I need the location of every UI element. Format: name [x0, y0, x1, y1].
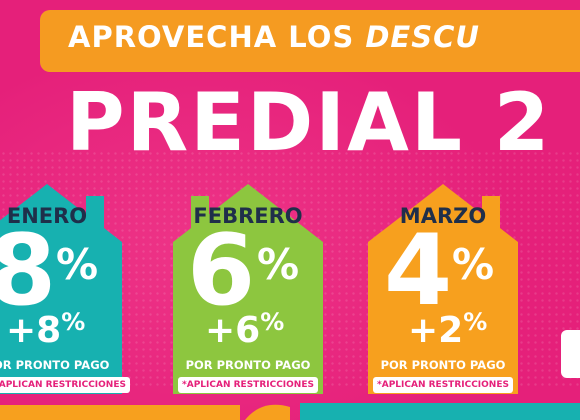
- discount-value: 4: [384, 214, 453, 328]
- banner-subtitle: APROVECHA LOS DESCU: [68, 20, 480, 54]
- banner-subtitle-text: APROVECHA LOS: [68, 20, 366, 54]
- house-card-febrero: FEBRERO 6 % +6% POR PRONTO PAGO *APLICAN…: [173, 182, 323, 394]
- discount-value: 6: [187, 214, 256, 328]
- discount-percent: %: [452, 240, 495, 289]
- month-label: ENERO: [6, 204, 88, 228]
- month-label: FEBRERO: [193, 204, 303, 228]
- extra-discount-value: +8: [6, 310, 62, 351]
- pronto-pago-label: POR PRONTO PAGO: [185, 358, 311, 372]
- house-shape-febrero: [173, 184, 323, 394]
- extra-discount-percent: %: [61, 308, 86, 336]
- banner-subtitle-emphasis: DESCU: [365, 20, 480, 54]
- discount-percent: %: [56, 240, 99, 289]
- extra-discount-percent: %: [463, 308, 488, 336]
- side-white-box: [561, 330, 580, 378]
- house-shape-enero: [0, 184, 122, 394]
- extra-discount-value: +2: [408, 310, 464, 351]
- month-label: MARZO: [399, 204, 487, 228]
- restrictions-badge: *APLICAN RESTRICCIONES: [0, 377, 130, 393]
- extra-discount: +2%: [408, 310, 487, 349]
- bottom-decorative-stripe: [0, 403, 580, 420]
- extra-discount-percent: %: [260, 308, 285, 336]
- extra-discount-value: +6: [205, 310, 261, 351]
- page-title: PREDIAL 2: [66, 76, 552, 169]
- discount-percent: %: [257, 240, 300, 289]
- pronto-pago-label: POR PRONTO PAGO: [0, 358, 110, 372]
- house-shape-marzo: [368, 184, 518, 394]
- top-banner: [40, 10, 580, 72]
- discount-value: 8: [0, 214, 57, 328]
- pronto-pago-label: POR PRONTO PAGO: [380, 358, 506, 372]
- restrictions-badge: *APLICAN RESTRICCIONES: [178, 377, 318, 393]
- restrictions-badge: *APLICAN RESTRICCIONES: [373, 377, 513, 393]
- extra-discount: +8%: [6, 310, 85, 349]
- extra-discount: +6%: [205, 310, 284, 349]
- house-card-enero: ENERO 8 % +8% POR PRONTO PAGO *APLICAN R…: [0, 182, 130, 394]
- house-card-marzo: MARZO 4 % +2% POR PRONTO PAGO *APLICAN R…: [368, 182, 518, 394]
